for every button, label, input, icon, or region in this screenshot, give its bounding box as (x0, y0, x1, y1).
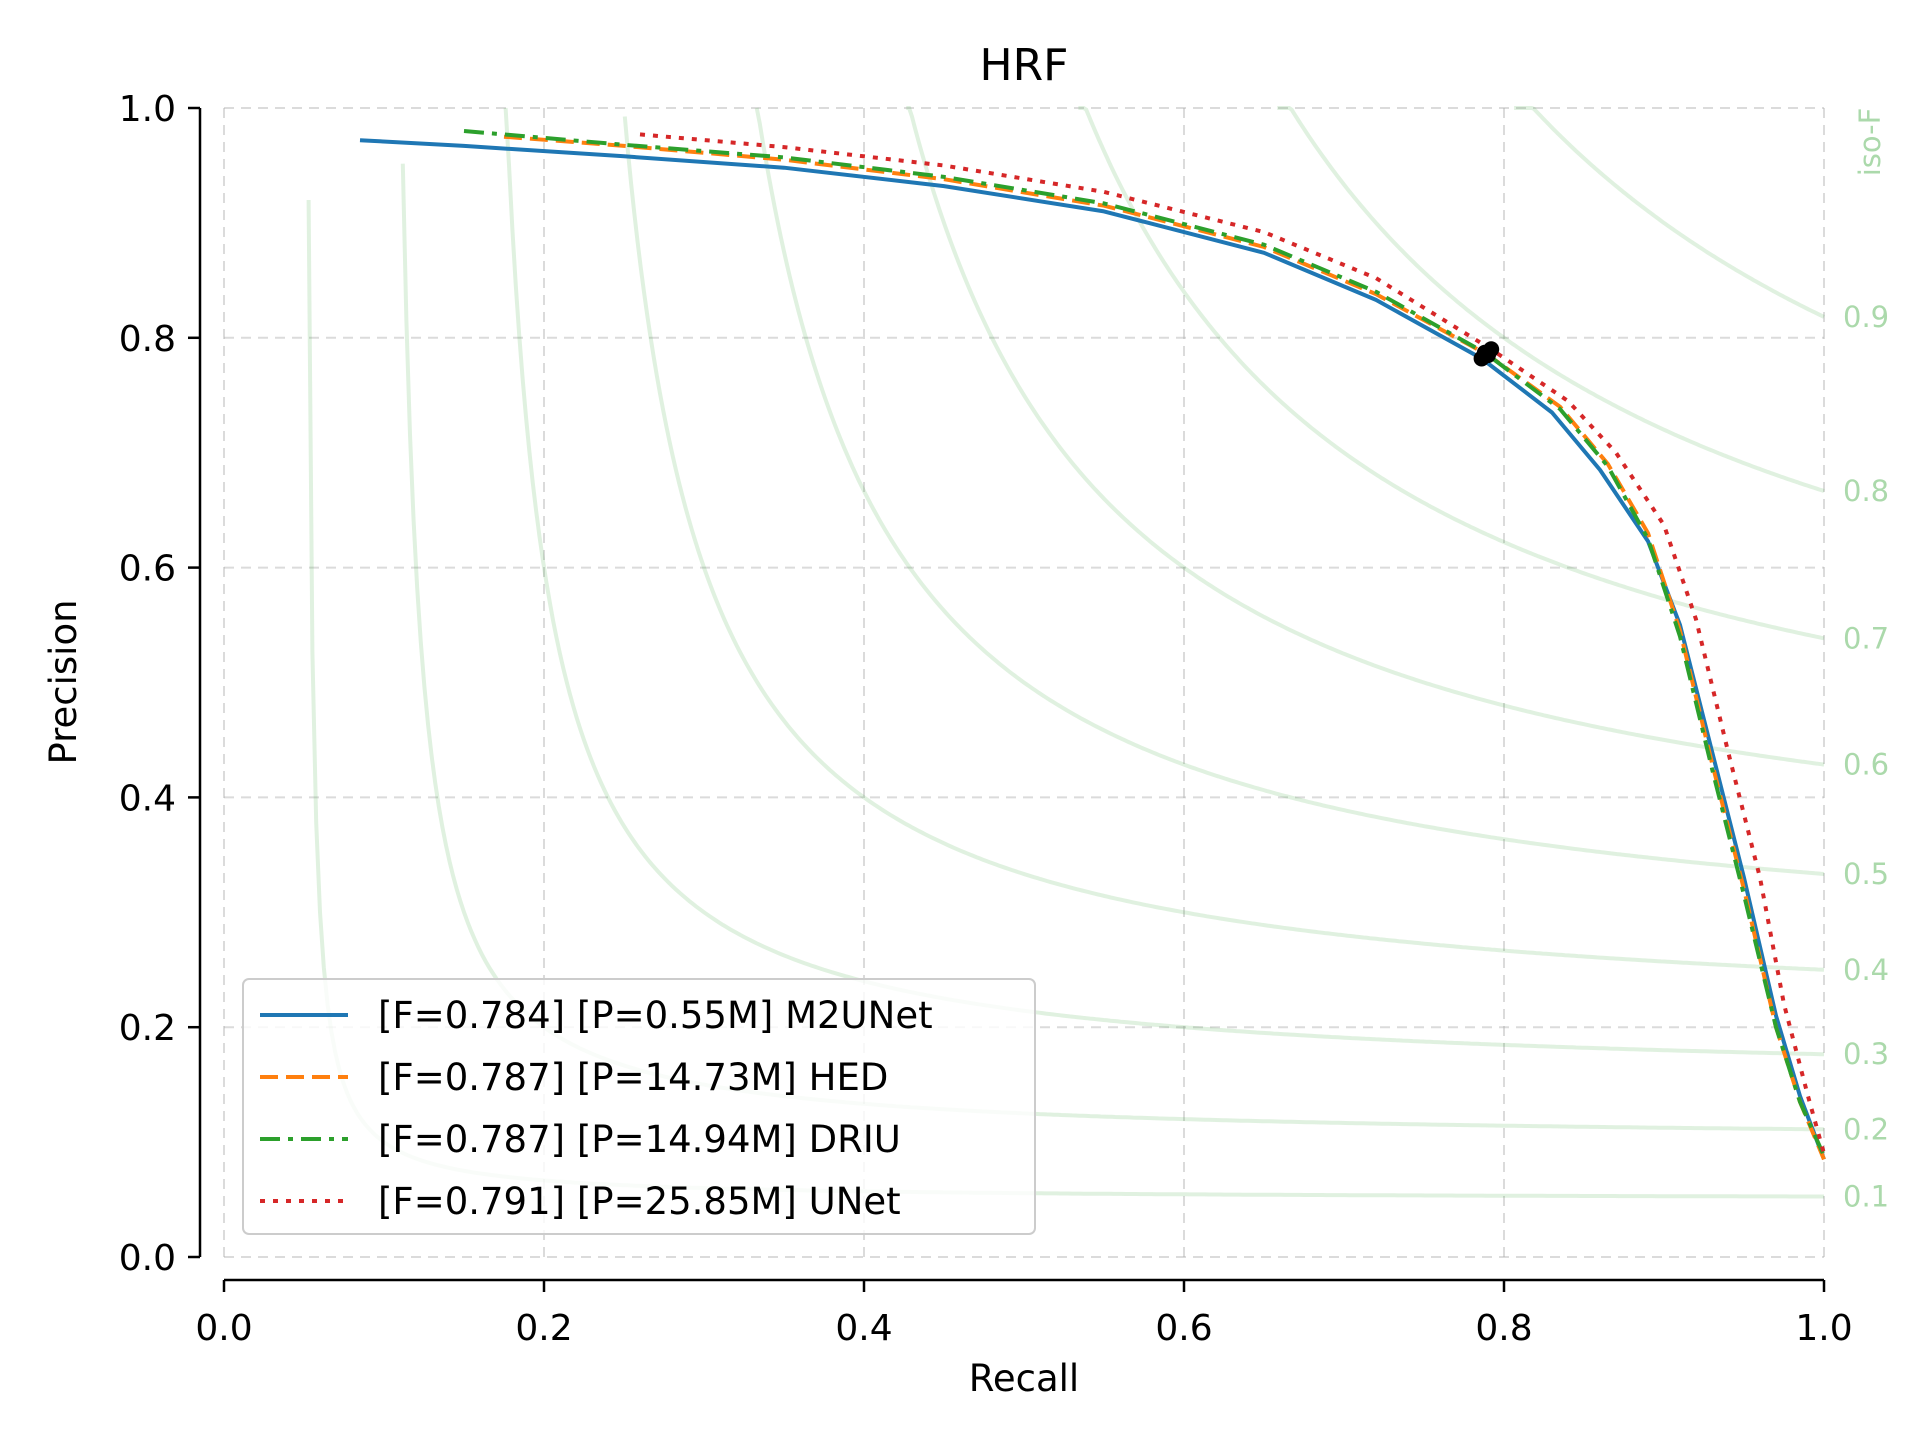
x-axis-label: Recall (969, 1357, 1079, 1400)
iso-f-level-label: 0.7 (1843, 621, 1889, 655)
iso-f-curve (503, 107, 1824, 1057)
iso-f-label: iso-F (1853, 108, 1887, 177)
x-tick-label: 1.0 (1795, 1308, 1852, 1349)
iso-f-level-label: 0.9 (1843, 300, 1889, 334)
iso-f-curve (1277, 106, 1825, 493)
iso-f-curve (754, 107, 1825, 876)
y-tick-label: 0.0 (119, 1238, 176, 1279)
iso-f-level-label: 0.2 (1843, 1112, 1889, 1146)
series-line (463, 129, 1826, 1157)
iso-f-curve (1078, 106, 1825, 641)
iso-f-level-label: 0.6 (1843, 748, 1889, 782)
legend-label: [F=0.784] [P=0.55M] M2UNet (378, 994, 933, 1037)
y-tick-label: 0.8 (119, 319, 176, 360)
y-tick-label: 1.0 (119, 89, 176, 130)
y-tick-label: 0.6 (119, 549, 176, 590)
y-axis-label: Precision (42, 599, 85, 764)
axes: 0.0 0.2 0.4 0.6 0.8 1.0 0.0 0.2 0.4 0.6 0.8 1.0 (119, 89, 1853, 1349)
legend-label: [F=0.787] [P=14.73M] HED (378, 1056, 888, 1099)
iso-f-level-label: 0.8 (1843, 474, 1889, 508)
iso-f-curve (622, 116, 1825, 972)
iso-f-curve (906, 106, 1825, 767)
chart-title: HRF (980, 40, 1069, 91)
series (359, 129, 1826, 1161)
x-tick-label: 0.6 (1155, 1308, 1212, 1349)
iso-f-level-label: 0.1 (1843, 1180, 1889, 1214)
series-line (359, 138, 1826, 1161)
legend-box (242, 978, 1036, 1235)
best-f-point (1483, 341, 1500, 358)
legend: [F=0.784] [P=0.55M] M2UNet [F=0.787] [P=1… (242, 978, 1036, 1235)
iso-f-level-label: 0.3 (1843, 1037, 1889, 1071)
x-tick-label: 0.2 (515, 1308, 572, 1349)
x-tick-label: 0.8 (1475, 1308, 1532, 1349)
iso-f-level-label: 0.4 (1843, 953, 1889, 987)
legend-label: [F=0.787] [P=14.94M] DRIU (378, 1118, 901, 1161)
grid (223, 107, 1825, 1258)
legend-label: [F=0.791] [P=25.85M] UNet (378, 1180, 901, 1223)
iso-f-level-label: 0.5 (1843, 857, 1889, 891)
series-line (639, 132, 1826, 1155)
y-tick-label: 0.2 (119, 1008, 176, 1049)
iso-f-curve (1514, 106, 1825, 319)
y-tick-label: 0.4 (119, 778, 176, 819)
x-tick-label: 0.0 (195, 1308, 252, 1349)
x-tick-label: 0.4 (835, 1308, 892, 1349)
